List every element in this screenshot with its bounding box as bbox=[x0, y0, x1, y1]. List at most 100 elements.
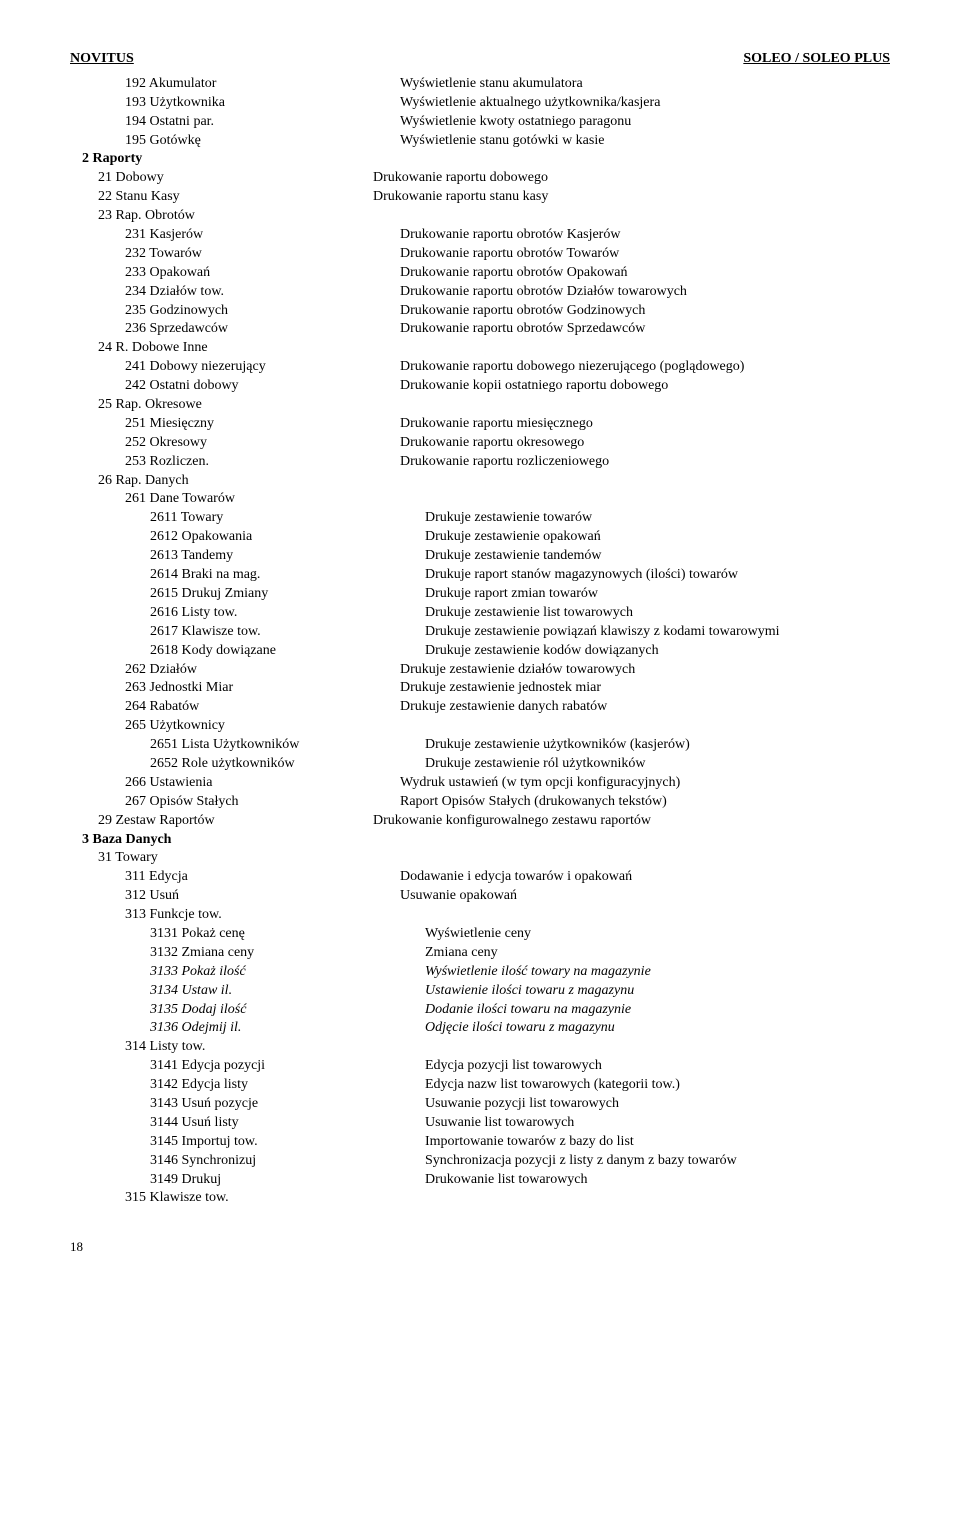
menu-description: Usuwanie opakowań bbox=[400, 887, 890, 906]
menu-line: 3142 Edycja listyEdycja nazw list towaro… bbox=[70, 1076, 890, 1095]
menu-line: 26 Rap. Danych bbox=[70, 472, 890, 491]
menu-code: 253 Rozliczen. bbox=[70, 453, 400, 472]
menu-code: 24 R. Dobowe Inne bbox=[70, 339, 373, 358]
menu-description: Drukuje zestawienie opakowań bbox=[425, 528, 890, 547]
menu-description: Drukuje zestawienie działów towarowych bbox=[400, 661, 890, 680]
menu-line: 3135 Dodaj ilośćDodanie ilości towaru na… bbox=[70, 1001, 890, 1020]
menu-description: Drukuje zestawienie danych rabatów bbox=[400, 698, 890, 717]
menu-line: 3132 Zmiana cenyZmiana ceny bbox=[70, 944, 890, 963]
menu-description: Drukuje zestawienie list towarowych bbox=[425, 604, 890, 623]
menu-description: Drukowanie raportu obrotów Sprzedawców bbox=[400, 320, 890, 339]
menu-code: 3131 Pokaż cenę bbox=[70, 925, 425, 944]
menu-description: Wyświetlenie ceny bbox=[425, 925, 890, 944]
menu-code: 312 Usuń bbox=[70, 887, 400, 906]
menu-line: 29 Zestaw RaportówDrukowanie konfigurowa… bbox=[70, 812, 890, 831]
menu-listing: 192 AkumulatorWyświetlenie stanu akumula… bbox=[70, 75, 890, 1208]
menu-description: Drukowanie raportu dobowego bbox=[373, 169, 890, 188]
menu-code: 264 Rabatów bbox=[70, 698, 400, 717]
menu-code: 261 Dane Towarów bbox=[70, 490, 400, 509]
menu-code: 236 Sprzedawców bbox=[70, 320, 400, 339]
menu-code: 232 Towarów bbox=[70, 245, 400, 264]
menu-code: 2652 Role użytkowników bbox=[70, 755, 425, 774]
menu-line: 267 Opisów StałychRaport Opisów Stałych … bbox=[70, 793, 890, 812]
menu-line: 3144 Usuń listyUsuwanie list towarowych bbox=[70, 1114, 890, 1133]
menu-line: 2612 OpakowaniaDrukuje zestawienie opako… bbox=[70, 528, 890, 547]
menu-code: 313 Funkcje tow. bbox=[70, 906, 400, 925]
menu-line: 2617 Klawisze tow.Drukuje zestawienie po… bbox=[70, 623, 890, 642]
menu-line: 235 GodzinowychDrukowanie raportu obrotó… bbox=[70, 302, 890, 321]
menu-line: 193 UżytkownikaWyświetlenie aktualnego u… bbox=[70, 94, 890, 113]
menu-description: Importowanie towarów z bazy do list bbox=[425, 1133, 890, 1152]
menu-description bbox=[373, 396, 890, 415]
menu-code: 23 Rap. Obrotów bbox=[70, 207, 373, 226]
menu-code: 3146 Synchronizuj bbox=[70, 1152, 425, 1171]
menu-code: 252 Okresowy bbox=[70, 434, 400, 453]
menu-description: Drukowanie list towarowych bbox=[425, 1171, 890, 1190]
menu-line: 2613 TandemyDrukuje zestawienie tandemów bbox=[70, 547, 890, 566]
menu-code: 2617 Klawisze tow. bbox=[70, 623, 425, 642]
menu-line: 231 KasjerówDrukowanie raportu obrotów K… bbox=[70, 226, 890, 245]
menu-description bbox=[373, 849, 890, 868]
menu-code: 2615 Drukuj Zmiany bbox=[70, 585, 425, 604]
menu-line: 3145 Importuj tow.Importowanie towarów z… bbox=[70, 1133, 890, 1152]
menu-code: 195 Gotówkę bbox=[70, 132, 400, 151]
menu-line: 3134 Ustaw il.Ustawienie ilości towaru z… bbox=[70, 982, 890, 1001]
menu-line: 3146 SynchronizujSynchronizacja pozycji … bbox=[70, 1152, 890, 1171]
menu-code: 251 Miesięczny bbox=[70, 415, 400, 434]
menu-code: 3143 Usuń pozycje bbox=[70, 1095, 425, 1114]
menu-code: 2 Raporty bbox=[70, 150, 357, 169]
menu-line: 2614 Braki na mag.Drukuje raport stanów … bbox=[70, 566, 890, 585]
menu-code: 314 Listy tow. bbox=[70, 1038, 400, 1057]
menu-description bbox=[400, 1189, 890, 1208]
menu-line: 3136 Odejmij il.Odjęcie ilości towaru z … bbox=[70, 1019, 890, 1038]
menu-code: 2614 Braki na mag. bbox=[70, 566, 425, 585]
menu-line: 2651 Lista UżytkownikówDrukuje zestawien… bbox=[70, 736, 890, 755]
menu-code: 3142 Edycja listy bbox=[70, 1076, 425, 1095]
menu-description: Drukuje raport stanów magazynowych (iloś… bbox=[425, 566, 890, 585]
menu-line: 2 Raporty bbox=[70, 150, 890, 169]
menu-line: 311 EdycjaDodawanie i edycja towarów i o… bbox=[70, 868, 890, 887]
menu-description: Drukowanie raportu dobowego niezerująceg… bbox=[400, 358, 890, 377]
menu-code: 3132 Zmiana ceny bbox=[70, 944, 425, 963]
menu-code: 231 Kasjerów bbox=[70, 226, 400, 245]
header-right: SOLEO / SOLEO PLUS bbox=[743, 50, 890, 69]
menu-description: Drukowanie raportu obrotów Godzinowych bbox=[400, 302, 890, 321]
menu-description: Drukowanie kopii ostatniego raportu dobo… bbox=[400, 377, 890, 396]
menu-line: 261 Dane Towarów bbox=[70, 490, 890, 509]
menu-code: 265 Użytkownicy bbox=[70, 717, 400, 736]
menu-description: Drukowanie raportu okresowego bbox=[400, 434, 890, 453]
menu-code: 194 Ostatni par. bbox=[70, 113, 400, 132]
menu-description: Synchronizacja pozycji z listy z danym z… bbox=[425, 1152, 890, 1171]
menu-code: 242 Ostatni dobowy bbox=[70, 377, 400, 396]
menu-line: 25 Rap. Okresowe bbox=[70, 396, 890, 415]
menu-description: Edycja pozycji list towarowych bbox=[425, 1057, 890, 1076]
menu-description: Drukowanie raportu obrotów Kasjerów bbox=[400, 226, 890, 245]
menu-code: 3144 Usuń listy bbox=[70, 1114, 425, 1133]
menu-line: 192 AkumulatorWyświetlenie stanu akumula… bbox=[70, 75, 890, 94]
menu-code: 22 Stanu Kasy bbox=[70, 188, 373, 207]
menu-description: Drukuje zestawienie użytkowników (kasjer… bbox=[425, 736, 890, 755]
menu-description bbox=[400, 490, 890, 509]
menu-code: 263 Jednostki Miar bbox=[70, 679, 400, 698]
menu-code: 193 Użytkownika bbox=[70, 94, 400, 113]
menu-line: 22 Stanu KasyDrukowanie raportu stanu ka… bbox=[70, 188, 890, 207]
menu-code: 233 Opakowań bbox=[70, 264, 400, 283]
menu-description: Drukowanie raportu obrotów Opakowań bbox=[400, 264, 890, 283]
menu-description: Drukuje zestawienie powiązań klawiszy z … bbox=[425, 623, 890, 642]
menu-description: Drukuje zestawienie ról użytkowników bbox=[425, 755, 890, 774]
menu-code: 311 Edycja bbox=[70, 868, 400, 887]
menu-code: 29 Zestaw Raportów bbox=[70, 812, 373, 831]
header-left: NOVITUS bbox=[70, 50, 134, 69]
menu-code: 2612 Opakowania bbox=[70, 528, 425, 547]
menu-description bbox=[373, 472, 890, 491]
menu-description: Drukowanie raportu miesięcznego bbox=[400, 415, 890, 434]
menu-code: 3136 Odejmij il. bbox=[70, 1019, 425, 1038]
menu-code: 26 Rap. Danych bbox=[70, 472, 373, 491]
menu-code: 267 Opisów Stałych bbox=[70, 793, 400, 812]
menu-line: 21 DobowyDrukowanie raportu dobowego bbox=[70, 169, 890, 188]
menu-line: 232 TowarówDrukowanie raportu obrotów To… bbox=[70, 245, 890, 264]
menu-line: 3 Baza Danych bbox=[70, 831, 890, 850]
menu-line: 236 SprzedawcówDrukowanie raportu obrotó… bbox=[70, 320, 890, 339]
page-header: NOVITUS SOLEO / SOLEO PLUS bbox=[70, 50, 890, 69]
menu-line: 266 UstawieniaWydruk ustawień (w tym opc… bbox=[70, 774, 890, 793]
